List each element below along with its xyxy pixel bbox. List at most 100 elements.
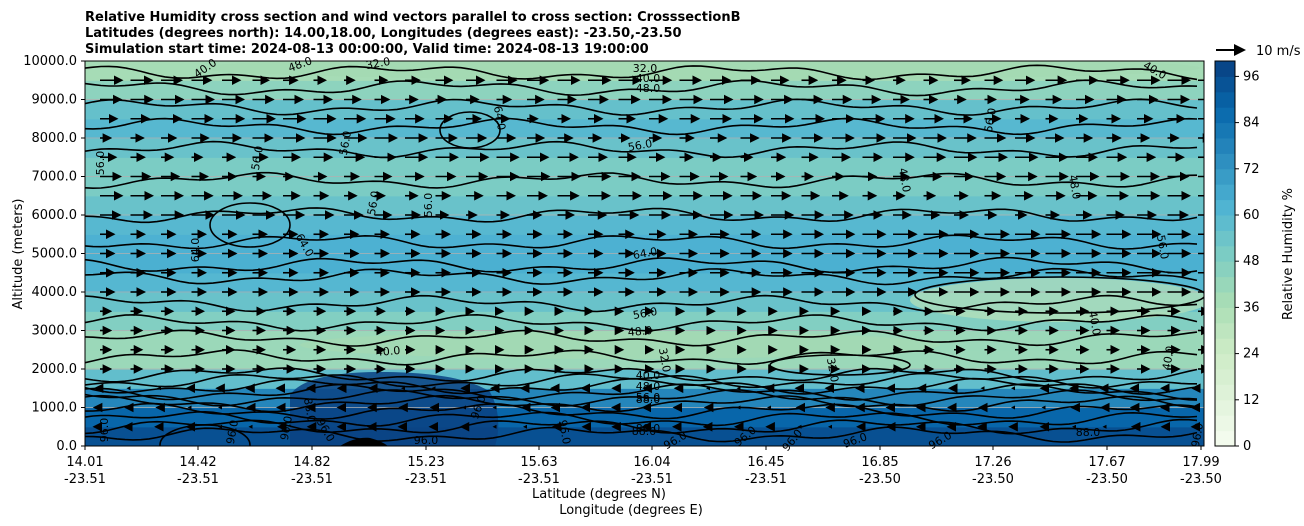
- contour-label: 96.0: [556, 419, 573, 445]
- contour-label-text: 32.0: [824, 357, 841, 383]
- contour-loop: [159, 424, 251, 446]
- wind-vectors: [92, 75, 1204, 432]
- wind-vector: [980, 386, 985, 391]
- wind-vector: [218, 424, 222, 429]
- colorbar-tick-label: 60: [1243, 208, 1260, 223]
- colorbar-tick-label: 48: [1243, 254, 1260, 269]
- contour-line: [85, 234, 1198, 250]
- contour-label-text: 32.0: [656, 347, 673, 373]
- contour-label-text: 56.0: [982, 107, 999, 133]
- x-tick-label-lat: 17.67: [1088, 455, 1125, 470]
- contour-label-text: 48.0: [1066, 174, 1083, 200]
- contour-label-text: 64.0: [491, 105, 508, 131]
- contour-line: [85, 383, 1198, 401]
- contour-label: 56.0: [249, 145, 266, 171]
- x-tick-label-lat: 17.26: [974, 455, 1011, 470]
- contour-label-text: 56.0: [337, 130, 354, 156]
- contour-label-text: 32.0: [633, 62, 658, 75]
- contour-label-text: 56.0: [627, 137, 653, 154]
- contour-label-text: 56.0: [1154, 234, 1171, 260]
- contour-label-text: 56.0: [636, 391, 661, 404]
- contour-label-text: 96.0: [414, 434, 439, 447]
- colorbar-frame: [1214, 60, 1236, 447]
- colorbar-tick-label: 84: [1243, 116, 1260, 131]
- contour-label-text: 96.0: [224, 419, 241, 445]
- contour-label: 56.0: [627, 137, 653, 154]
- chart-title-line-3: Simulation start time: 2024-08-13 00:00:…: [85, 42, 649, 57]
- contour-label: 32.0: [633, 62, 658, 75]
- wind-vector: [736, 405, 741, 410]
- wind-vector: [523, 424, 527, 429]
- contour-line: [85, 140, 1198, 159]
- colorbar-segment: [1215, 107, 1235, 124]
- colorbar: [1215, 61, 1235, 447]
- contour-line: [85, 377, 1198, 395]
- contour-label-text: 56.0: [249, 145, 266, 171]
- contour-label: 48.0: [636, 380, 661, 393]
- contour-label: 40.0: [375, 344, 401, 359]
- x-tick-label-lon: -23.51: [405, 472, 447, 487]
- wind-vector: [736, 386, 741, 391]
- contour-label: 88.0: [636, 393, 661, 406]
- colorbar-segment: [1215, 353, 1235, 370]
- contour-label: 96.0: [1189, 422, 1206, 448]
- colorbar-segment: [1215, 153, 1235, 170]
- contour-loop: [439, 111, 501, 149]
- x-axis: 14.01 -23.51 14.42 -23.51 14.82 -23.51 15.23 -2…: [64, 446, 1222, 487]
- colorbar-segment: [1215, 307, 1235, 324]
- contour-line: [85, 394, 1198, 413]
- colorbar-ticks: 0 12 24 36 48 60 72 84 96: [1235, 69, 1260, 454]
- contour-line: [85, 294, 1198, 313]
- contour-label-text: 96.0: [98, 418, 111, 443]
- colorbar-segment: [1215, 322, 1235, 339]
- quiver-key-label: 10 m/s: [1256, 44, 1301, 59]
- colorbar-segment: [1215, 399, 1235, 416]
- x-tick-label-lon: -23.51: [745, 472, 787, 487]
- colorbar-tick-label: 96: [1243, 69, 1260, 84]
- contour-label-text: 48.0: [896, 167, 913, 193]
- contour-label-text: 96.0: [556, 419, 573, 445]
- x-tick-label-lat: 16.85: [861, 455, 898, 470]
- y-tick-label: 0.0: [56, 439, 77, 454]
- colorbar-segment: [1215, 215, 1235, 231]
- contour-label: 96.0: [278, 415, 295, 441]
- chart-title-line-2: Latitudes (degrees north): 14.00,18.00, …: [85, 26, 682, 41]
- x-tick-label-lat: 16.45: [747, 455, 784, 470]
- contour-label-text: 96.0: [278, 415, 295, 441]
- wind-vector: [1011, 405, 1015, 410]
- wind-vector: [157, 386, 161, 391]
- contour-label-text: 56.0: [94, 151, 107, 176]
- contour-label: 32.0: [365, 55, 391, 72]
- contour-label: 96.0: [414, 434, 439, 447]
- contour-line: [85, 329, 1198, 347]
- colorbar-segment: [1215, 415, 1235, 432]
- y-axis: 0.0 1000.0 2000.0 3000.0 4000.0 5000.0 6000.0 7…: [23, 54, 85, 454]
- y-tick-label: 9000.0: [32, 93, 78, 108]
- contour-line: [85, 410, 1198, 427]
- colorbar-tick-label: 72: [1243, 162, 1260, 177]
- x-tick-label-lon: -23.51: [177, 472, 219, 487]
- contour-label-text: 88.0: [636, 393, 661, 406]
- contour-label: 56.0: [982, 107, 999, 133]
- contour-loop: [209, 202, 291, 248]
- x-tick-label-lat: 14.42: [179, 455, 216, 470]
- contour-label-text: 80.0: [636, 422, 661, 435]
- contour-label: 48.0: [896, 167, 913, 193]
- contour-label: 48.0: [1066, 174, 1083, 200]
- contour-label-text: 48.0: [636, 380, 661, 393]
- wind-vector: [1102, 424, 1107, 429]
- contour-label: 48.0: [636, 82, 661, 95]
- colorbar-segment: [1215, 338, 1235, 355]
- contour-line: [85, 98, 1198, 116]
- contour-label-text: 40.0: [1160, 345, 1177, 371]
- wind-vector: [1072, 424, 1076, 429]
- contour-label: 48.0: [627, 324, 653, 339]
- colorbar-segment: [1215, 245, 1235, 262]
- contour-label: 56.0: [632, 305, 658, 322]
- y-tick-label: 8000.0: [32, 131, 78, 146]
- contour-line: [85, 313, 1198, 332]
- contour-line: [85, 79, 1198, 97]
- wind-vector: [706, 386, 710, 391]
- contour-label: 56.0: [1154, 234, 1171, 260]
- colorbar-segment: [1215, 199, 1235, 216]
